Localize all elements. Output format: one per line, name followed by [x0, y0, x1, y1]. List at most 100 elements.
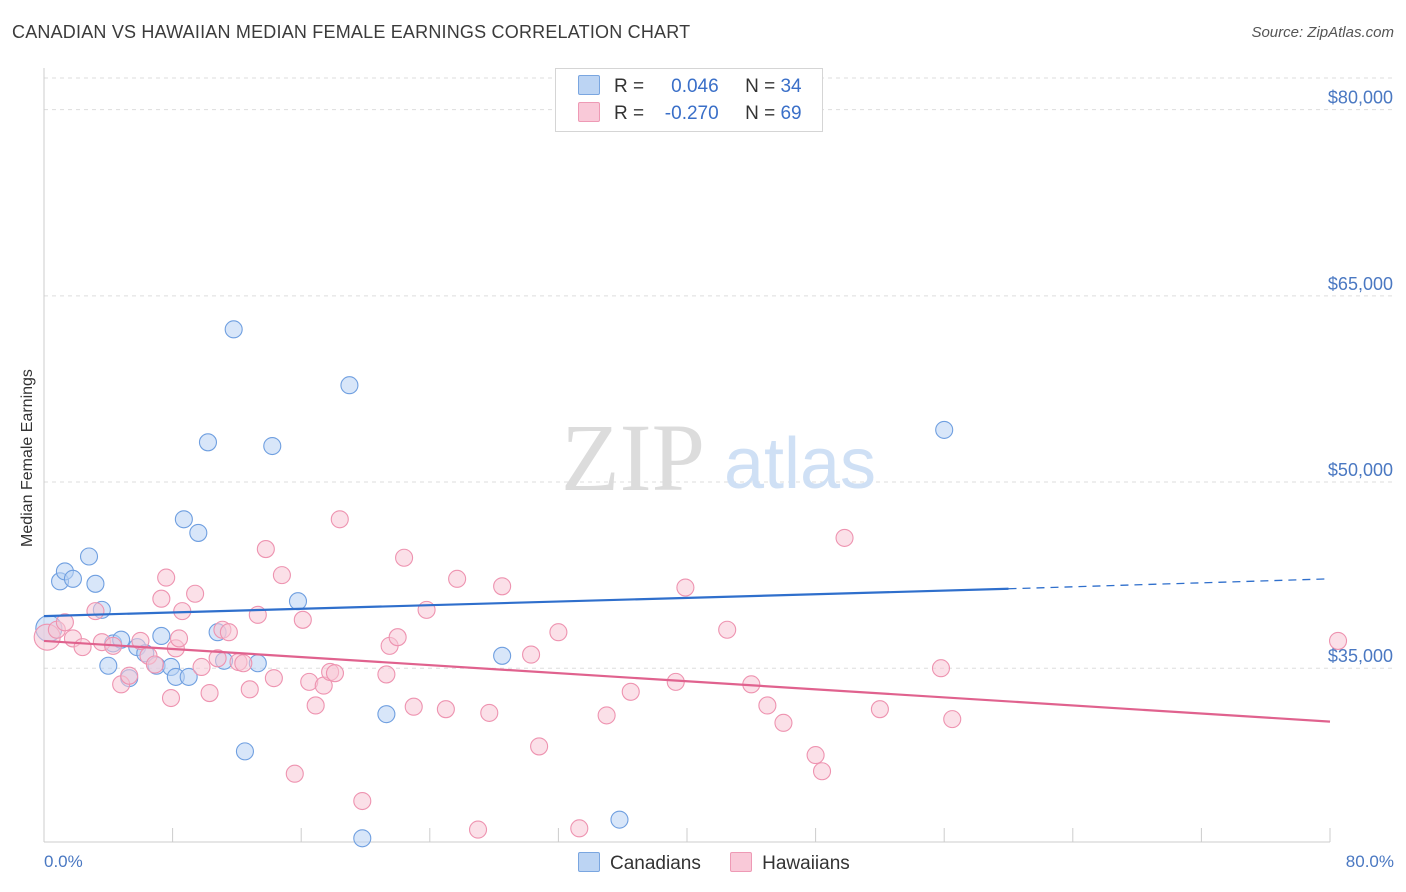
trend-lines [43, 578, 1331, 723]
legend-swatch-hawaiians [578, 102, 600, 122]
y-tick-label: $50,000 [1328, 460, 1393, 480]
hawaiians-point [943, 710, 962, 729]
hawaiians-point [272, 566, 291, 585]
hawaiians-point [256, 540, 275, 559]
hawaiians-point [161, 688, 181, 708]
hawaiians-point [377, 665, 396, 684]
legend-swatch-canadians [578, 75, 600, 95]
canadians-point [610, 810, 629, 829]
hawaiians-point [549, 623, 568, 642]
hawaiians-point [597, 706, 616, 725]
axes [43, 68, 1331, 843]
hawaiians-point [186, 584, 205, 603]
legend-swatch [730, 852, 753, 872]
legend-row-canadians: R = 0.046 N = 34 [578, 75, 802, 98]
legend-swatch [578, 852, 600, 872]
hawaiians-point [522, 645, 541, 664]
hawaiians-point [388, 628, 407, 647]
hawaiians-point [468, 820, 488, 839]
grid-lines [44, 77, 1394, 669]
canadians-point [174, 510, 193, 529]
hawaiians-point [448, 569, 467, 588]
hawaiians-point [208, 649, 227, 668]
canadians-point [86, 574, 105, 593]
canadians-point [377, 705, 396, 724]
canadians-trend-extension [1008, 578, 1331, 590]
hawaiians-point [1328, 631, 1348, 650]
legend-r-canadians: 0.046 [671, 76, 719, 97]
y-tick-label: $35,000 [1328, 646, 1393, 666]
canadians-point [263, 436, 282, 456]
hawaiians-point [395, 548, 414, 567]
x-tick-min: 0.0% [44, 852, 83, 871]
hawaiians-point [774, 713, 793, 732]
hawaiians-point [192, 657, 211, 677]
hawaiians-point [493, 577, 512, 596]
canadians-point [79, 547, 99, 566]
hawaiians-point [86, 602, 105, 621]
hawaiians-point [169, 629, 189, 648]
canadians-point [189, 523, 208, 542]
legend-r-hawaiians: -0.270 [664, 103, 719, 124]
correlation-legend: R = 0.046 N = 34 R = -0.270 N = 69 [555, 68, 823, 132]
canadians-point [179, 667, 198, 686]
hawaiians-point [152, 589, 171, 608]
watermark-atlas: atlas [724, 424, 876, 504]
watermark-zip: ZIP [561, 404, 705, 511]
hawaiians-point [264, 669, 283, 688]
canadians-point [288, 592, 308, 611]
hawaiians-point [758, 696, 777, 715]
hawaiians-point [570, 819, 589, 838]
canadians-point [63, 569, 82, 588]
canadians-point [99, 656, 118, 675]
hawaiians-point [835, 528, 854, 547]
legend-n-canadians: 34 [780, 76, 802, 97]
hawaiians-point [870, 700, 889, 719]
hawaiians-point [234, 654, 253, 673]
y-tick-label: $80,000 [1328, 88, 1393, 108]
hawaiians-point [806, 746, 825, 765]
hawaiians-point [931, 659, 951, 678]
legend-item-hawaiians[interactable]: Hawaiians [730, 852, 850, 875]
hawaiians-point [330, 510, 349, 529]
legend-row-hawaiians: R = -0.270 N = 69 [578, 102, 802, 125]
watermark: ZIP atlas [561, 404, 876, 511]
source-credit: Source: ZipAtlas.com [1251, 24, 1394, 41]
hawaiians-point [240, 680, 259, 699]
hawaiians-point [145, 655, 164, 674]
canadians-point [224, 320, 243, 339]
hawaiians-point [480, 703, 499, 722]
canadians-point [235, 742, 254, 761]
y-tick-labels: $35,000 $50,000 $65,000 $80,000 [1328, 88, 1393, 667]
hawaiians-point [530, 737, 549, 756]
canadians-point [493, 646, 512, 665]
hawaiians-point [353, 791, 372, 811]
canadians-trend-line [43, 587, 1009, 618]
hawaiians-point [200, 683, 219, 703]
hawaiians-point [621, 682, 640, 701]
canadians-point [935, 420, 954, 439]
hawaiians-point [676, 578, 695, 597]
series-legend: Canadians Hawaiians [578, 852, 874, 875]
hawaiians-point [131, 631, 150, 650]
hawaiians-point [306, 696, 325, 715]
hawaiians-point [325, 664, 345, 683]
canadians-point [152, 626, 171, 645]
hawaiians-point [812, 762, 832, 781]
legend-n-hawaiians: 69 [780, 103, 802, 124]
hawaiians-point [219, 623, 238, 642]
hawaiians-point [293, 610, 312, 629]
chart-title: CANADIAN VS HAWAIIAN MEDIAN FEMALE EARNI… [12, 22, 691, 42]
hawaiians-point [436, 700, 455, 719]
hawaiians-trend-line [43, 639, 1331, 723]
hawaiians-point [55, 613, 74, 632]
hawaiians-point [404, 697, 423, 716]
hawaiians-point [417, 600, 436, 619]
canadians-point [353, 829, 372, 848]
canadians-point [340, 376, 359, 395]
hawaiians-point [157, 568, 176, 587]
legend-item-canadians[interactable]: Canadians [578, 852, 701, 875]
y-tick-label: $65,000 [1328, 274, 1393, 294]
hawaiians-point [718, 620, 737, 639]
